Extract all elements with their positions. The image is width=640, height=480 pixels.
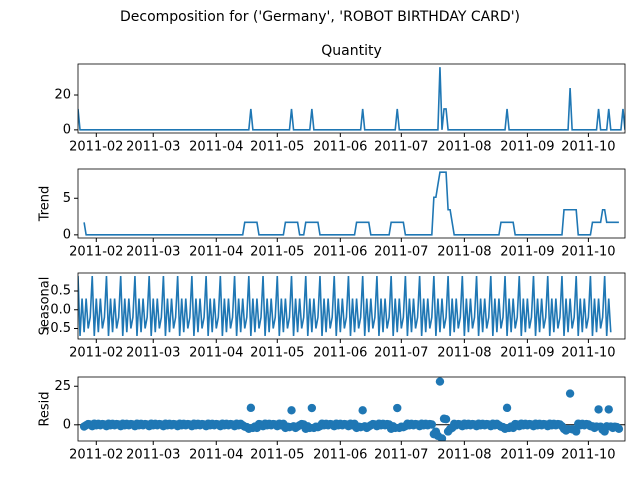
resid-point: [594, 405, 603, 414]
x-tick-label: 2011-08: [437, 448, 491, 463]
x-tick-label: 2011-04: [189, 346, 243, 361]
resid-point: [604, 405, 613, 414]
x-tick-label: 2011-08: [437, 245, 491, 260]
x-tick-label: 2011-07: [374, 140, 428, 155]
y-tick-label: 0.0: [50, 302, 71, 317]
series-line: [78, 67, 625, 131]
x-tick-label: 2011-06: [313, 346, 367, 361]
x-tick-label: 2011-08: [437, 346, 491, 361]
x-tick-label: 2011-04: [189, 245, 243, 260]
x-tick-label: 2011-04: [189, 140, 243, 155]
y-tick-label: 5: [63, 191, 71, 206]
x-tick-label: 2011-10: [561, 448, 615, 463]
y-axis-label: Trend: [38, 186, 53, 223]
x-tick-label: 2011-09: [500, 448, 554, 463]
resid-point: [393, 403, 402, 413]
x-tick-label: 2011-05: [250, 346, 304, 361]
y-tick-label: 0: [63, 122, 71, 137]
x-tick-label: 2011-05: [250, 140, 304, 155]
x-tick-label: 2011-05: [250, 448, 304, 463]
resid-point: [246, 403, 256, 413]
x-tick-label: 2011-03: [126, 448, 180, 463]
resid-point: [307, 403, 317, 413]
y-tick-label: 0: [63, 227, 71, 242]
x-tick-label: 2011-06: [313, 448, 367, 463]
x-tick-label: 2011-07: [374, 346, 428, 361]
axes-frame: [77, 272, 626, 340]
resid-point: [614, 424, 624, 434]
axes-frame: [77, 376, 626, 442]
x-tick-label: 2011-03: [126, 245, 180, 260]
resid-point: [502, 403, 512, 413]
resid-point: [435, 377, 445, 386]
x-tick-label: 2011-02: [69, 448, 123, 463]
x-tick-label: 2011-10: [561, 140, 615, 155]
resid-point: [571, 427, 581, 436]
axes-frame: [77, 168, 626, 239]
y-tick-label: 0: [63, 417, 71, 432]
axes-title: Quantity: [321, 43, 382, 59]
x-tick-label: 2011-09: [500, 140, 554, 155]
resid-point: [441, 415, 451, 424]
x-tick-label: 2011-03: [126, 346, 180, 361]
x-tick-label: 2011-02: [69, 245, 123, 260]
resid-point: [427, 420, 437, 429]
series-line: [78, 275, 612, 337]
x-tick-label: 2011-07: [374, 448, 428, 463]
x-tick-label: 2011-10: [561, 245, 615, 260]
x-tick-label: 2011-04: [189, 448, 243, 463]
x-tick-label: 2011-02: [69, 346, 123, 361]
y-axis-label: Resid: [38, 391, 53, 426]
x-tick-label: 2011-07: [374, 245, 428, 260]
resid-point: [565, 389, 575, 398]
x-tick-label: 2011-05: [250, 245, 304, 260]
resid-point: [287, 406, 296, 415]
x-tick-label: 2011-08: [437, 140, 491, 155]
y-tick-label: 0.5: [50, 284, 71, 299]
y-tick-label: 25: [54, 379, 71, 394]
x-tick-label: 2011-10: [561, 346, 615, 361]
x-tick-label: 2011-02: [69, 140, 123, 155]
axes-frame: [77, 63, 626, 134]
y-axis-label: Seasonal: [38, 277, 53, 336]
resid-point: [437, 434, 447, 441]
figure-title: Decomposition for ('Germany', 'ROBOT BIR…: [120, 9, 520, 25]
resid-point: [358, 406, 367, 415]
y-tick-label: 20: [54, 88, 71, 103]
series-line: [83, 171, 619, 236]
x-tick-label: 2011-09: [500, 346, 554, 361]
x-tick-label: 2011-06: [313, 140, 367, 155]
x-tick-label: 2011-09: [500, 245, 554, 260]
x-tick-label: 2011-03: [126, 140, 180, 155]
x-tick-label: 2011-06: [313, 245, 367, 260]
y-tick-label: −0.5: [39, 321, 71, 336]
